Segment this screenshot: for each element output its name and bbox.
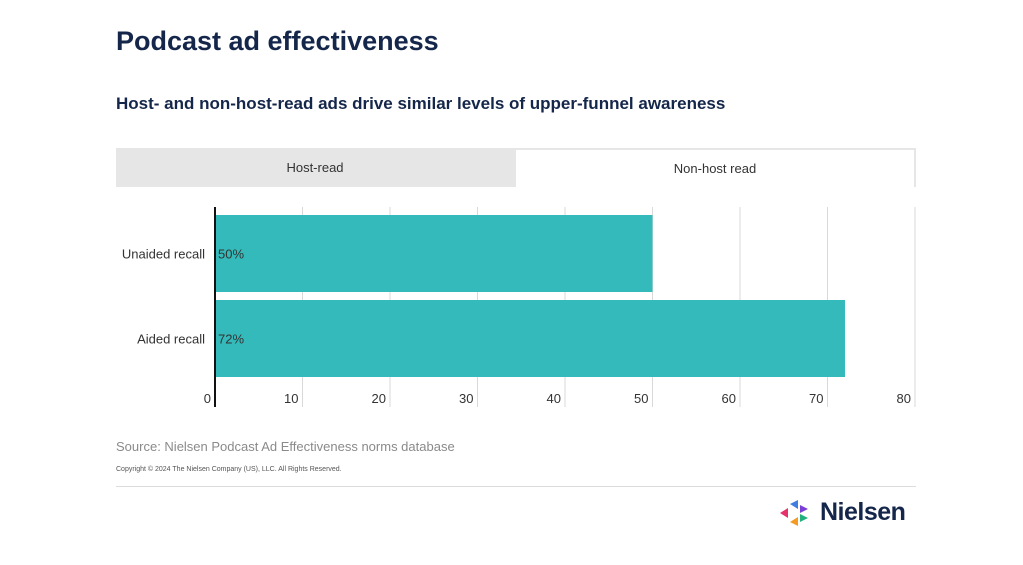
logo-wordmark: Nielsen [820,498,906,526]
nielsen-logo-icon [780,499,808,526]
category-label-0: Unaided recall [122,247,205,262]
tab-host-read[interactable]: Host-read [286,160,344,175]
page-title: Podcast ad effectiveness [116,26,439,56]
x-tick-label-70: 70 [809,391,823,406]
x-tick-label-40: 40 [547,391,561,406]
x-tick-label-0: 0 [204,391,211,406]
x-tick-label-60: 60 [722,391,736,406]
x-tick-label-20: 20 [372,391,386,406]
tab-non-host-read[interactable]: Non-host read [514,148,916,187]
chart-subtitle: Host- and non-host-read ads drive simila… [116,94,726,113]
bar-1 [215,300,845,377]
data-label-1: 72% [218,332,244,347]
x-tick-label-10: 10 [284,391,298,406]
nielsen-logo: Nielsen [780,498,906,527]
x-tick-label-50: 50 [634,391,648,406]
copyright-note: Copyright © 2024 The Nielsen Company (US… [116,466,342,473]
category-label-1: Aided recall [137,332,205,347]
footer-divider [116,486,916,487]
bar-0 [215,215,653,292]
source-note: Source: Nielsen Podcast Ad Effectiveness… [116,439,455,454]
x-tick-label-80: 80 [897,391,911,406]
data-label-0: 50% [218,247,244,262]
x-tick-label-30: 30 [459,391,473,406]
tab-bar: Host-read Non-host read [116,148,916,187]
